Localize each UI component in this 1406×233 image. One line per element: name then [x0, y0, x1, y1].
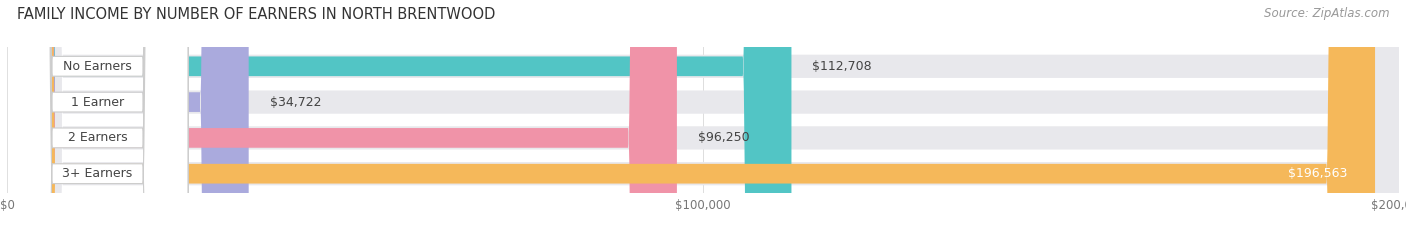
Text: Source: ZipAtlas.com: Source: ZipAtlas.com — [1264, 7, 1389, 20]
Text: $196,563: $196,563 — [1288, 167, 1347, 180]
FancyBboxPatch shape — [7, 0, 188, 233]
FancyBboxPatch shape — [7, 0, 188, 233]
Text: No Earners: No Earners — [63, 60, 132, 73]
FancyBboxPatch shape — [7, 0, 249, 233]
FancyBboxPatch shape — [7, 0, 792, 233]
FancyBboxPatch shape — [7, 0, 1375, 233]
FancyBboxPatch shape — [7, 0, 1399, 233]
FancyBboxPatch shape — [7, 0, 676, 233]
Text: $96,250: $96,250 — [697, 131, 749, 144]
FancyBboxPatch shape — [7, 0, 1399, 233]
FancyBboxPatch shape — [7, 0, 1399, 233]
Text: 2 Earners: 2 Earners — [67, 131, 128, 144]
Text: 1 Earner: 1 Earner — [70, 96, 124, 109]
Text: $34,722: $34,722 — [270, 96, 321, 109]
Text: FAMILY INCOME BY NUMBER OF EARNERS IN NORTH BRENTWOOD: FAMILY INCOME BY NUMBER OF EARNERS IN NO… — [17, 7, 495, 22]
Text: $112,708: $112,708 — [813, 60, 872, 73]
FancyBboxPatch shape — [7, 0, 188, 233]
FancyBboxPatch shape — [7, 0, 188, 233]
FancyBboxPatch shape — [7, 0, 1399, 233]
Text: 3+ Earners: 3+ Earners — [62, 167, 132, 180]
